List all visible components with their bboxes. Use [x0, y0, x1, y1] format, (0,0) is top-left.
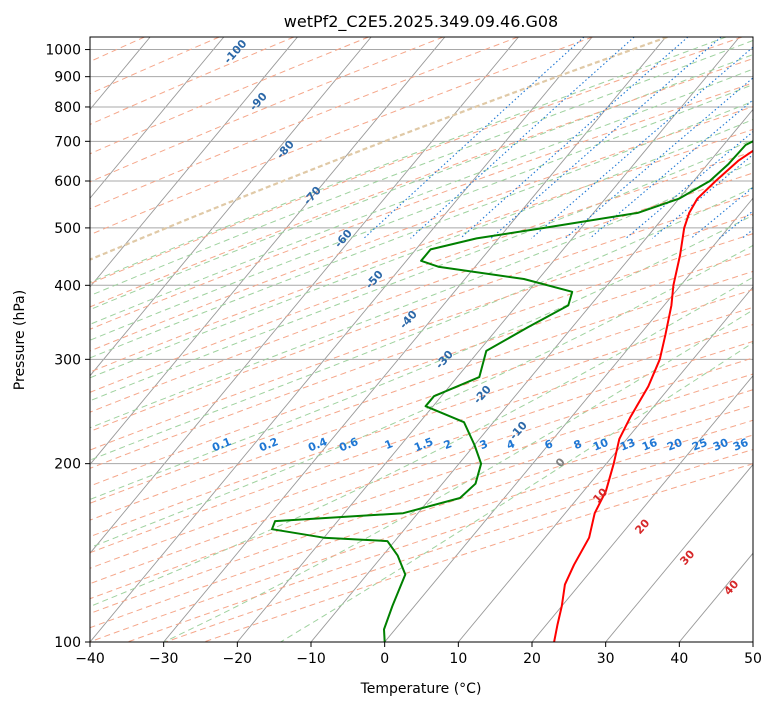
- mixing-ratio-label: 10: [591, 436, 610, 454]
- dry-adiabat-line: [90, 37, 369, 155]
- y-axis: 100 200 300 400 500 600 700 800 900 1000: [45, 43, 90, 651]
- mixing-ratio-label: 3: [478, 437, 490, 452]
- x-tick-label: −40: [75, 651, 105, 667]
- dry-adiabat-line: [90, 150, 753, 393]
- dry-adiabat-line: [90, 172, 753, 413]
- moist-adiabats: [90, 37, 753, 642]
- dry-adiabat-line: [90, 252, 753, 487]
- mixing-ratio-line: [531, 46, 753, 239]
- dry-adiabat-line: [90, 323, 753, 554]
- isotherm-line: [384, 197, 753, 642]
- mixing-ratio-lines: [363, 37, 753, 239]
- mixing-ratio-label: 2: [442, 437, 454, 452]
- isotherm-line: [457, 286, 753, 642]
- mixing-ratio-line: [589, 99, 753, 239]
- x-tick-label: 30: [597, 651, 615, 667]
- moist-adiabat-line: [90, 39, 753, 297]
- mixing-ratio-line: [363, 37, 585, 239]
- dry-adiabats: [90, 37, 753, 642]
- dry-adiabat-line: [90, 82, 753, 330]
- dry-adiabat-line: [90, 128, 753, 373]
- dry-adiabat-line: [90, 106, 753, 352]
- y-tick-label: 100: [54, 635, 81, 651]
- dewpoint-profile-line: [271, 140, 753, 642]
- dry-adiabat-line: [90, 373, 753, 600]
- moist-adiabat-line: [90, 68, 753, 325]
- mixing-ratio-label: 30: [711, 436, 730, 454]
- plot-frame: [89, 36, 754, 643]
- x-tick-label: −20: [223, 651, 253, 667]
- mixing-ratio-label: 25: [690, 436, 709, 454]
- x-tick-label: 20: [523, 651, 541, 667]
- y-tick-label: 400: [54, 278, 81, 294]
- mixing-ratio-label: 16: [640, 436, 659, 454]
- isotherm-line: [163, 37, 667, 642]
- x-tick-label: 40: [670, 651, 688, 667]
- isotherm-line: [90, 37, 446, 466]
- moist-adiabat-line: [90, 100, 753, 359]
- y-tick-label: 700: [54, 134, 81, 150]
- mixing-ratio-label: 13: [618, 436, 637, 454]
- isotherm-line: [236, 37, 740, 642]
- moist-adiabat-line: [90, 186, 753, 461]
- y-axis-title: Pressure (hPa): [12, 290, 28, 390]
- isotherm-line: [90, 37, 225, 199]
- dry-adiabat-line: [90, 306, 753, 538]
- x-axis: −40 −30 −20 −10 0 10 20 30 40 50: [75, 642, 762, 667]
- mixing-ratio-label: 36: [731, 436, 750, 454]
- mixing-ratio-label: 1: [383, 437, 395, 452]
- x-tick-label: 0: [380, 651, 389, 667]
- moist-adiabat-line: [90, 276, 753, 608]
- x-tick-label: 50: [744, 651, 762, 667]
- temperature-profile-line: [553, 149, 753, 642]
- dry-adiabat-line: [90, 389, 753, 614]
- moist-adiabat-line: [90, 37, 727, 283]
- dry-adiabat-line: [90, 357, 753, 585]
- y-tick-label: 600: [54, 174, 81, 190]
- x-tick-label: 10: [449, 651, 467, 667]
- profile-series: [271, 140, 753, 642]
- x-axis-title: Temperature (°C): [360, 681, 482, 697]
- x-tick-label: −30: [149, 651, 179, 667]
- isotherm-line: [605, 463, 753, 642]
- mixing-ratio-line: [459, 37, 689, 239]
- y-tick-label: 900: [54, 70, 81, 86]
- dry-adiabat-line: [90, 193, 753, 432]
- dry-adiabat-line: [90, 233, 753, 469]
- moist-adiabat-line: [90, 118, 753, 379]
- dry-adiabat-line: [90, 289, 753, 521]
- y-tick-label: 800: [54, 100, 81, 116]
- x-tick-label: −10: [296, 651, 326, 667]
- dry-adiabat-line: [90, 213, 753, 451]
- isotherm-line: [531, 375, 753, 642]
- isotherm-line: [90, 37, 298, 288]
- mixing-ratio-label: 8: [572, 437, 584, 452]
- moist-adiabat-line: [90, 161, 753, 429]
- isotherm-line: [90, 37, 593, 642]
- mixing-ratio-line: [490, 37, 722, 239]
- isotherm-line: [310, 108, 753, 642]
- dry-adiabat-line: [90, 270, 753, 504]
- moist-adiabat-line: [163, 309, 753, 642]
- dry-adiabat-line: [90, 340, 753, 569]
- mixing-ratio-label: 20: [665, 436, 684, 454]
- chart-title: wetPf2_C2E5.2025.349.09.46.G08: [284, 12, 558, 32]
- dry-adiabat-line: [203, 463, 753, 642]
- moist-adiabat-line: [90, 139, 753, 402]
- isotherm-line: [90, 37, 519, 554]
- y-tick-label: 1000: [45, 43, 81, 59]
- y-tick-label: 200: [54, 457, 81, 473]
- isotherm-line: [90, 37, 372, 377]
- dry-adiabat-line: [90, 37, 593, 236]
- y-tick-label: 300: [54, 352, 81, 368]
- isotherm-lines: [90, 37, 753, 642]
- moist-adiabat-line: [90, 244, 753, 549]
- y-tick-label: 500: [54, 221, 81, 237]
- dry-adiabat-line: [90, 37, 668, 261]
